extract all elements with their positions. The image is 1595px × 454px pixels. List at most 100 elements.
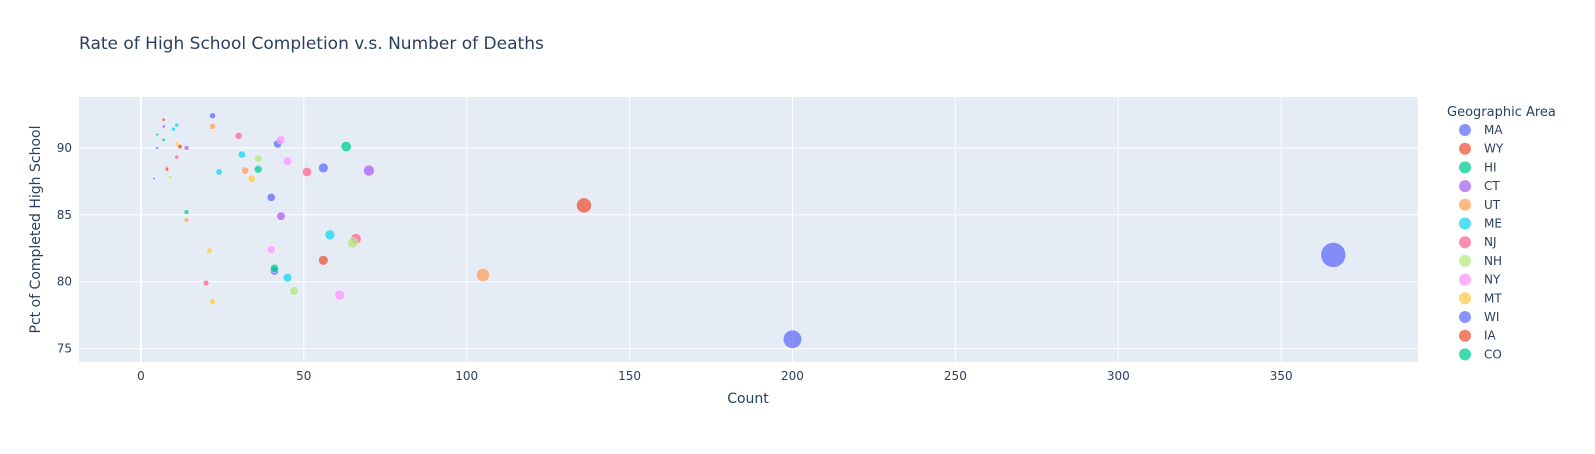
legend-label: CO [1484, 347, 1502, 361]
legend-item-nh[interactable]: NH [1459, 254, 1502, 268]
data-point-me[interactable] [282, 273, 293, 283]
y-axis-label: Pct of Completed High School [28, 126, 44, 334]
legend-item-co[interactable]: CO [1459, 347, 1502, 361]
data-point-nj[interactable] [174, 154, 180, 160]
legend-marker [1459, 217, 1471, 230]
x-tick-label: 150 [618, 369, 641, 383]
legend-marker [1459, 180, 1471, 193]
data-point-nh[interactable] [289, 286, 299, 296]
legend-item-nj[interactable]: NJ [1459, 235, 1497, 249]
y-tick-label: 90 [57, 141, 72, 155]
data-point-ma[interactable] [318, 162, 329, 174]
legend-marker [1459, 273, 1471, 286]
chart-title: Rate of High School Completion v.s. Numb… [79, 34, 544, 54]
data-point-ma[interactable] [266, 192, 276, 202]
x-tick-label: 200 [781, 369, 804, 383]
data-point-nj[interactable] [302, 167, 312, 177]
legend-item-hi[interactable]: HI [1459, 160, 1497, 174]
data-point-ut[interactable] [209, 123, 216, 130]
x-tick-label: 300 [1107, 369, 1130, 383]
data-point-ny[interactable] [282, 156, 293, 166]
legend-item-wy[interactable]: WY [1459, 142, 1504, 156]
legend-marker [1459, 198, 1471, 211]
data-point-nh[interactable] [347, 237, 359, 249]
data-point-nj[interactable] [234, 131, 243, 140]
legend-label: CT [1484, 179, 1500, 193]
legend-marker [1459, 161, 1471, 174]
data-point-wy[interactable] [161, 117, 166, 122]
data-point-mt[interactable] [209, 298, 216, 306]
data-point-co[interactable] [155, 132, 159, 137]
data-point-mt[interactable] [247, 174, 256, 183]
legend-label: IA [1484, 329, 1497, 343]
data-point-ma[interactable] [1320, 242, 1347, 268]
x-tick-label: 50 [296, 369, 311, 383]
legend-item-ut[interactable]: UT [1459, 198, 1501, 212]
x-tick-label: 0 [137, 369, 145, 383]
data-point-nj[interactable] [202, 279, 210, 287]
y-tick-label: 85 [57, 208, 72, 222]
data-point-ct[interactable] [183, 145, 190, 151]
data-point-ct[interactable] [161, 124, 166, 129]
data-point-me[interactable] [324, 229, 336, 241]
legend-marker [1459, 311, 1471, 323]
data-point-ct[interactable] [276, 211, 286, 221]
data-point-wy[interactable] [576, 197, 592, 214]
data-point-hi[interactable] [270, 263, 279, 273]
data-point-ut[interactable] [183, 217, 190, 223]
legend-marker [1459, 329, 1471, 342]
legend-marker [1459, 348, 1471, 361]
legend-label: WI [1484, 310, 1499, 324]
data-point-me[interactable] [174, 122, 180, 128]
data-point-mt[interactable] [206, 247, 213, 255]
axis-ticks: 0 50 100 150 200 250 300 350 75 80 85 90 [57, 141, 1293, 383]
data-point-me[interactable] [238, 150, 246, 159]
legend-item-ma[interactable]: MA [1459, 123, 1503, 137]
legend-item-ct[interactable]: CT [1459, 179, 1500, 193]
legend-item-wi[interactable]: WI [1459, 310, 1499, 324]
data-point-ny[interactable] [276, 135, 286, 145]
plot-background [79, 97, 1418, 362]
data-point-hi[interactable] [183, 209, 190, 215]
data-point-ia[interactable] [164, 167, 170, 172]
legend[interactable]: MA WY HI CT UT ME NJ NH NY MT WI IA CO [1459, 123, 1504, 361]
x-tick-label: 250 [944, 369, 967, 383]
data-point-nh[interactable] [254, 154, 263, 163]
y-tick-label: 80 [57, 275, 72, 289]
legend-item-mt[interactable]: MT [1459, 291, 1502, 305]
legend-marker [1459, 236, 1471, 249]
grid-lines [79, 97, 1418, 362]
data-point-ma[interactable] [209, 112, 216, 120]
data-point-nh[interactable] [168, 175, 173, 180]
legend-item-ny[interactable]: NY [1459, 273, 1501, 287]
data-point-ut[interactable] [476, 268, 490, 282]
data-point-ny[interactable] [266, 245, 276, 254]
legend-item-me[interactable]: ME [1459, 217, 1502, 231]
legend-label: NH [1484, 254, 1502, 268]
legend-label: ME [1484, 217, 1502, 231]
data-point-ia[interactable] [177, 144, 183, 150]
data-point-wi[interactable] [152, 177, 156, 181]
data-point-hi[interactable] [340, 141, 352, 152]
legend-marker [1459, 142, 1471, 155]
data-point-me[interactable] [171, 126, 176, 132]
data-point-co[interactable] [161, 137, 166, 142]
legend-label: NY [1484, 273, 1501, 287]
data-point-ut[interactable] [241, 166, 250, 175]
legend-item-ia[interactable]: IA [1459, 329, 1497, 343]
legend-label: UT [1484, 198, 1501, 212]
data-point-ma[interactable] [782, 329, 802, 349]
legend-label: MT [1484, 291, 1502, 305]
data-point-wi[interactable] [155, 146, 159, 150]
x-tick-label: 100 [455, 369, 478, 383]
data-point-me[interactable] [215, 168, 223, 176]
x-tick-label: 350 [1270, 369, 1293, 383]
data-point-mt[interactable] [174, 141, 180, 147]
legend-label: HI [1484, 160, 1497, 174]
data-point-ny[interactable] [334, 289, 345, 301]
data-point-hi[interactable] [254, 165, 263, 174]
legend-marker [1459, 292, 1471, 305]
data-point-ct[interactable] [363, 164, 375, 177]
data-point-wy[interactable] [318, 255, 329, 266]
